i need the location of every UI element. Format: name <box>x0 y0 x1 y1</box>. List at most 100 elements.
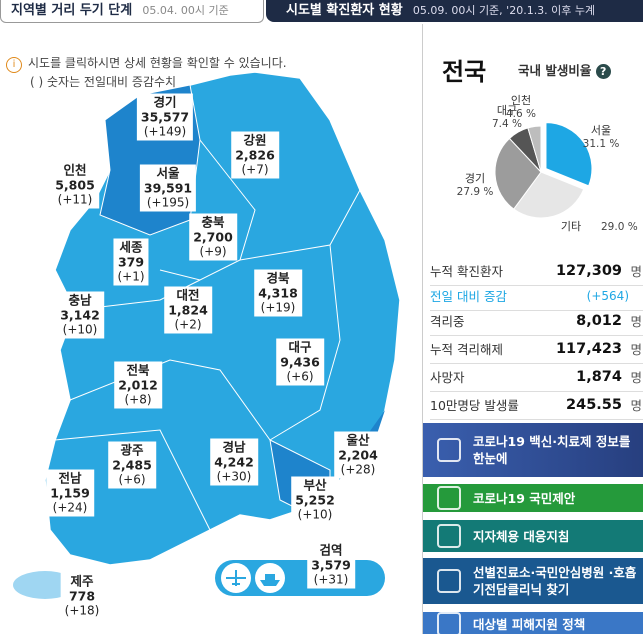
link-button[interactable]: 대상별 피해지원 정책 <box>423 612 643 634</box>
region-label[interactable]: 대구 9,436 (+6) <box>276 338 324 386</box>
stat-row: 10만명당 발생률 245.55 명 <box>430 392 643 420</box>
link-button[interactable]: 선별진료소·국민안심병원 ·호흡기전담클리닉 찾기 <box>423 558 643 604</box>
region-name: 광주 <box>120 442 144 458</box>
region-label[interactable]: 울산 2,204 (+28) <box>334 431 382 479</box>
region-label[interactable]: 광주 2,485 (+6) <box>108 441 156 489</box>
region-total: 5,805 <box>55 177 95 193</box>
button-icon <box>437 524 461 548</box>
region-name: 검역 <box>319 542 343 558</box>
region-name: 경기 <box>153 94 177 110</box>
link-button[interactable]: 코로나19 백신·치료제 정보를 한눈에 <box>423 423 643 477</box>
tab-title: 시도별 확진환자 현황 <box>286 3 403 18</box>
region-total: 35,577 <box>140 109 190 125</box>
region-change: (+10) <box>62 322 98 337</box>
stat-row: 사망자 1,874 명 <box>430 364 643 392</box>
region-change: (+18) <box>64 603 100 618</box>
tab-date: 05.09. 00시 기준, '20.1.3. 이후 누계 <box>412 4 596 17</box>
region-label[interactable]: 충남 3,142 (+10) <box>56 291 104 339</box>
region-label[interactable]: 경북 4,318 (+19) <box>254 269 302 317</box>
link-button[interactable]: 코로나19 국민제안 <box>423 484 643 512</box>
region-label[interactable]: 세종 379 (+1) <box>113 238 149 286</box>
region-name: 충북 <box>201 214 225 230</box>
notice-text: 시도를 클릭하시면 상세 현황을 확인할 수 있습니다. <box>28 56 287 70</box>
stat-value: 117,423 <box>555 341 622 357</box>
region-label[interactable]: 부산 5,252 (+10) <box>291 476 339 524</box>
stat-value: (+564) <box>586 289 629 303</box>
region-change: (+1) <box>117 269 145 284</box>
region-label[interactable]: 경남 4,242 (+30) <box>210 438 258 486</box>
region-name: 전남 <box>58 470 82 486</box>
region-name: 울산 <box>346 432 370 448</box>
link-button[interactable]: 지자체용 대응지침 <box>423 520 643 552</box>
region-change: (+30) <box>216 469 252 484</box>
button-text: 선별진료소·국민안심병원 ·호흡기전담클리닉 찾기 <box>473 565 637 597</box>
stat-unit: 명 <box>630 264 642 279</box>
stat-label: 격리중 <box>430 314 465 329</box>
pie-name: 기타 <box>561 220 581 233</box>
pie-label: 7.4 % <box>492 118 522 130</box>
region-label[interactable]: 전남 1,159 (+24) <box>46 469 94 517</box>
region-name: 경남 <box>222 439 246 455</box>
region-label[interactable]: 대전 1,824 (+2) <box>164 286 212 334</box>
region-label[interactable]: 전북 2,012 (+8) <box>114 361 162 409</box>
region-name: 충남 <box>68 292 92 308</box>
divider <box>422 24 423 634</box>
stat-row: 누적 격리해제 117,423 명 <box>430 336 643 364</box>
region-total: 9,436 <box>280 354 320 370</box>
stat-value: 8,012 <box>576 313 622 329</box>
notice-text: ( ) 숫자는 전일대비 증감수치 <box>30 75 177 89</box>
pie-label: 29.0 % <box>601 221 638 233</box>
region-change: (+6) <box>118 472 146 487</box>
region-total: 1,159 <box>50 485 90 501</box>
region-name: 인천 <box>63 162 87 178</box>
region-change: (+19) <box>260 300 296 315</box>
stat-row: 전일 대비 증감 (+564) <box>430 283 643 311</box>
region-name: 부산 <box>303 477 327 493</box>
airplane-glyph <box>226 570 246 586</box>
stat-label: 사망자 <box>430 370 465 385</box>
stat-label: 누적 확진환자 <box>430 264 503 279</box>
pie-name: 인천 <box>511 93 531 107</box>
region-total: 39,591 <box>143 180 193 196</box>
button-text: 코로나19 백신·치료제 정보를 한눈에 <box>473 434 631 466</box>
region-total: 4,242 <box>214 454 254 470</box>
region-change: (+2) <box>174 317 202 332</box>
region-label[interactable]: 강원 2,826 (+7) <box>231 131 279 179</box>
stat-label: 10만명당 발생률 <box>430 398 519 413</box>
region-total: 4,318 <box>258 285 298 301</box>
region-label[interactable]: 경기 35,577 (+149) <box>136 93 194 141</box>
region-total: 778 <box>68 588 96 604</box>
stat-value: 127,309 <box>555 263 622 279</box>
region-name: 대전 <box>176 287 200 303</box>
region-change: (+8) <box>124 392 152 407</box>
button-icon <box>437 569 461 593</box>
region-label[interactable]: 충북 2,700 (+9) <box>189 213 237 261</box>
stat-value: 1,874 <box>576 369 622 385</box>
region-label[interactable]: 서울 39,591 (+195) <box>139 164 197 212</box>
region-label[interactable]: 제주 778 (+18) <box>60 572 104 620</box>
button-icon <box>437 612 461 634</box>
stat-unit: 명 <box>630 342 642 357</box>
region-total: 2,204 <box>338 447 378 463</box>
tab-right[interactable]: 시도별 확진환자 현황 05.09. 00시 기준, '20.1.3. 이후 누… <box>266 0 643 22</box>
region-change: (+10) <box>297 507 333 522</box>
pie-label: 27.9 % <box>457 186 494 198</box>
button-text: 코로나19 국민제안 <box>473 490 576 506</box>
stat-label: 누적 격리해제 <box>430 342 503 357</box>
region-name: 세종 <box>119 239 143 255</box>
pie-slice <box>494 137 542 210</box>
region-name: 전북 <box>126 362 150 378</box>
tab-left[interactable]: 지역별 거리 두기 단계 05.04. 00시 기준 <box>0 0 264 23</box>
panel-title: 전국 <box>442 58 487 86</box>
region-total: 2,012 <box>118 377 158 393</box>
button-icon <box>437 438 461 462</box>
region-label[interactable]: 검역 3,579 (+31) <box>307 541 355 589</box>
region-name: 강원 <box>243 132 267 148</box>
region-total: 2,700 <box>193 229 233 245</box>
tab-title: 지역별 거리 두기 단계 <box>11 3 133 18</box>
region-label[interactable]: 인천 5,805 (+11) <box>51 161 99 209</box>
region-change: (+28) <box>340 462 376 477</box>
pie-label: 4.6 % <box>506 108 536 120</box>
region-total: 3,579 <box>311 557 351 573</box>
